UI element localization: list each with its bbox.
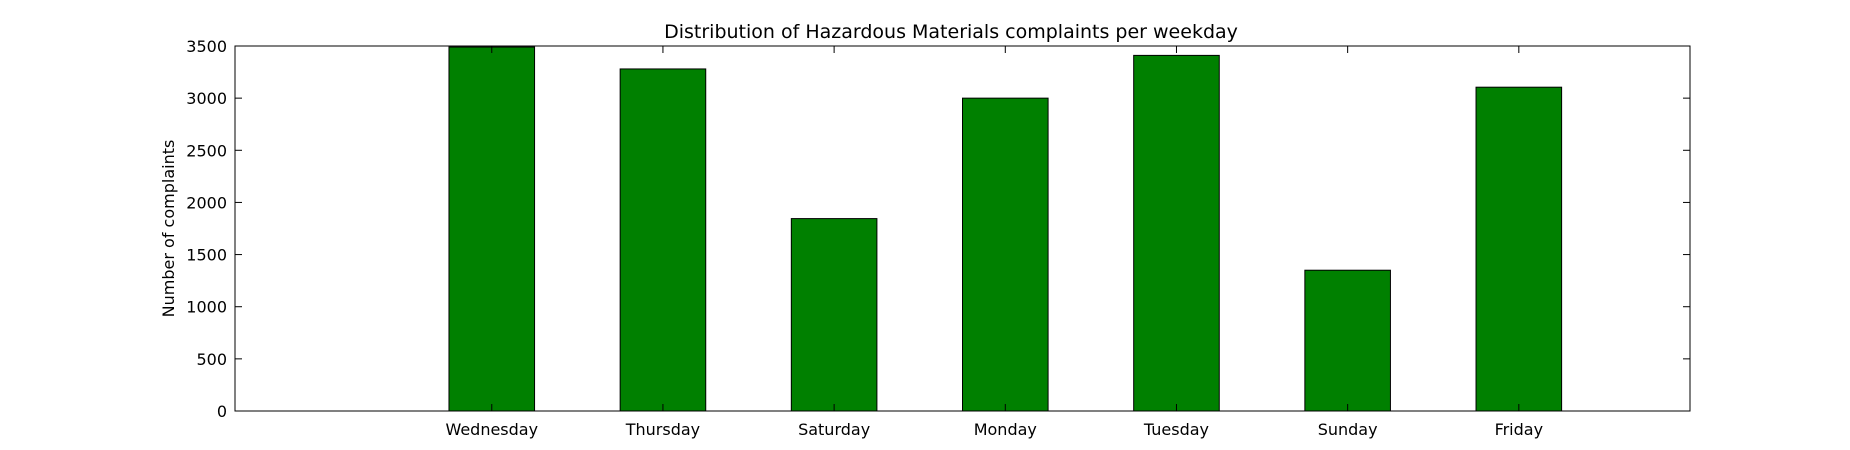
- plot-area-frame: [234, 45, 1691, 412]
- bar-sunday: [1304, 269, 1391, 412]
- chart-title: Distribution of Hazardous Materials comp…: [664, 21, 1238, 43]
- x-tick-label-wednesday: Wednesday: [445, 420, 538, 439]
- bar-friday: [1475, 86, 1563, 412]
- y-tick-label: 3000: [186, 89, 227, 108]
- x-tick-label-friday: Friday: [1495, 420, 1544, 439]
- y-tick-label: 2500: [186, 141, 227, 160]
- x-axis-ticks: Wednesday Thursday Saturday Monday Tuesday Su…: [445, 46, 1543, 439]
- y-tick-label: 1500: [186, 246, 227, 265]
- x-tick-label-monday: Monday: [974, 420, 1037, 439]
- bar-saturday: [790, 218, 878, 412]
- bar-wednesday: [448, 46, 536, 412]
- bars: [448, 46, 1563, 412]
- x-tick-label-saturday: Saturday: [798, 420, 870, 439]
- y-axis-label: Number of complaints: [159, 140, 178, 318]
- bar-thursday: [619, 68, 707, 412]
- y-tick-label: 1000: [186, 298, 227, 317]
- bar-tuesday: [1133, 54, 1220, 412]
- y-tick-label: 2000: [186, 193, 227, 212]
- y-tick-label: 0: [217, 402, 227, 421]
- y-axis-ticks: 0 500 1000 1500 2000 2500 3000 3500: [186, 37, 1690, 421]
- y-tick-label: 500: [196, 350, 227, 369]
- x-tick-label-tuesday: Tuesday: [1143, 420, 1209, 439]
- bar-monday: [962, 97, 1049, 412]
- x-tick-label-thursday: Thursday: [625, 420, 700, 439]
- x-tick-label-sunday: Sunday: [1318, 420, 1378, 439]
- y-tick-label: 3500: [186, 37, 227, 56]
